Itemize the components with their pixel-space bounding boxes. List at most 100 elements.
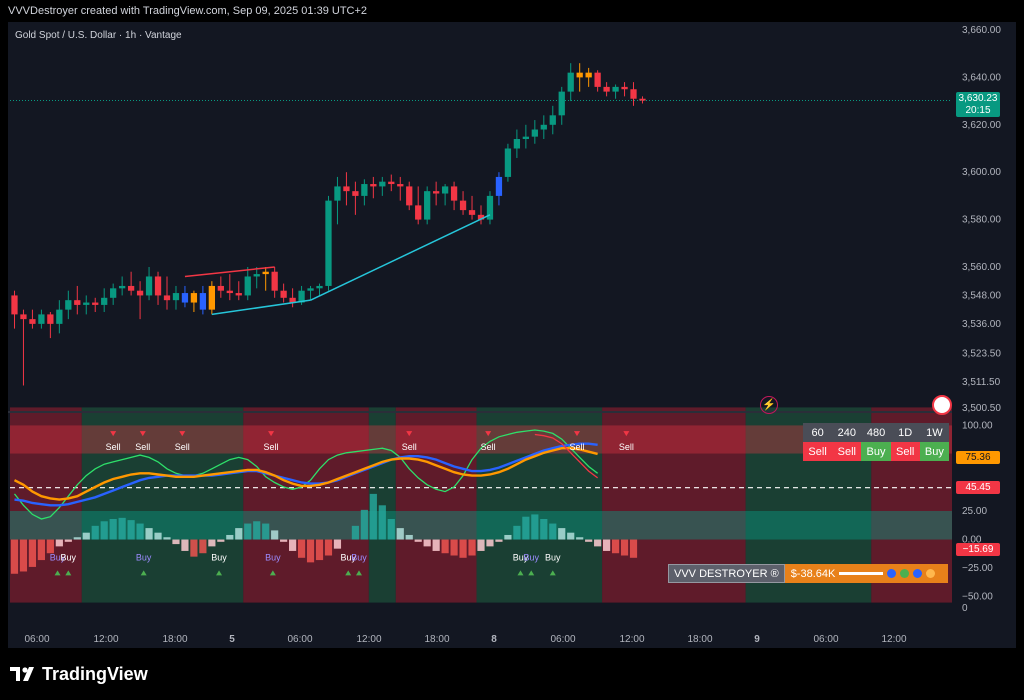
candle-body [253,274,260,277]
us-flag-icon[interactable] [932,395,952,415]
candle-body [531,129,538,137]
time-axis-label: 8 [491,634,497,645]
buy-signal-label: Buy [50,553,66,563]
candle-body [280,290,287,298]
candle-body [397,184,404,187]
histogram-bar [280,539,288,542]
sell-signal-label: Sell [619,442,634,452]
histogram-bar [333,539,342,549]
sell-signal-label: Sell [481,442,496,452]
candle-body [621,86,628,90]
histogram-bar [629,539,638,558]
buy-signal-label: Buy [340,553,356,563]
candle-body [65,300,72,310]
time-axis-label: 06:00 [550,634,575,645]
sell-signal-label: Sell [264,442,279,452]
candle-body [459,200,467,211]
candle-body [558,91,565,116]
price-axis-label: 3,511.50 [962,377,1001,388]
alert-icon[interactable]: ⚡ [760,396,778,414]
mtf-header-cell: 60 [803,423,833,442]
candle-body [163,295,171,301]
time-axis-label: 06:00 [813,634,838,645]
histogram-bar [387,518,395,540]
candle-body [83,302,90,305]
mtf-header-cell: 1W [919,423,950,442]
histogram-bar [208,539,216,547]
buy-signal-label: Buy [545,553,561,563]
histogram-bar [271,530,279,540]
buy-arrow-icon [54,570,61,576]
divergence-line [184,266,275,278]
candle-body [450,186,458,201]
buy-arrow-icon [517,570,524,576]
sell-arrow-icon [179,431,186,437]
time-axis-label: 18:00 [687,634,712,645]
histogram-bar [369,493,377,540]
candle-body [235,293,242,296]
histogram-bar [585,539,593,542]
candle-body [316,285,323,289]
histogram-bar [73,537,81,540]
buy-signal-label: Buy [265,553,281,563]
destroyer-value-box: $-38.64K [784,564,948,583]
osc-signal-line [534,433,599,479]
mtf-header-cell: 240 [832,423,862,442]
osc-zone [395,407,477,603]
candle-body [20,314,27,320]
histogram-bar [118,517,126,540]
candle-body [119,285,126,289]
histogram-bar [414,539,422,542]
mtf-header-cell: 1D [890,423,920,442]
histogram-bar [297,539,306,558]
histogram-bar [513,525,521,540]
histogram-bar [145,528,153,540]
histogram-bar [611,539,620,554]
histogram-bar [100,521,108,540]
blue-dot-icon [913,569,923,578]
candle-body [298,290,305,303]
histogram-bar [235,528,243,540]
candle-body [415,205,422,220]
candle-body [208,285,215,310]
histogram-bar [181,539,189,551]
orange-dot-icon [926,569,936,578]
price-axis-label: 3,600.00 [962,167,1001,178]
histogram-bar [306,539,315,563]
time-axis-label: 12:00 [881,634,906,645]
candle-body [262,271,269,275]
candle-body [47,314,54,324]
candle-body [199,293,207,310]
snapshot-caption: VVVDestroyer created with TradingView.co… [8,5,368,17]
osc-axis-label: 0 [962,603,968,614]
sell-signal-label: Sell [402,442,417,452]
osc-axis-label: 25.00 [962,506,987,517]
osc-series-line [13,447,598,501]
histogram-bar [594,539,602,547]
histogram-bar [351,525,359,540]
histogram-bar [217,539,225,542]
buy-arrow-icon [528,570,535,576]
buy-arrow-icon [549,570,556,576]
destroyer-panel: VVV DESTROYER ® $-38.64K [668,564,948,583]
histogram-bar [459,539,467,558]
symbol-title[interactable]: Gold Spot / U.S. Dollar · 1h · Vantage [15,30,182,41]
candle-body [585,72,592,78]
histogram-bar [495,539,503,542]
destroyer-name: VVV DESTROYER ® [668,564,785,583]
histogram-bar [324,539,333,556]
histogram-bar [37,539,45,561]
candle-body [217,285,224,291]
histogram-bar [558,528,566,540]
candle-body [477,214,485,220]
histogram-bar [163,537,171,540]
brand-name: TradingView [42,664,148,684]
osc-tag-upper: 75.36 [956,451,1000,464]
histogram-bar [576,537,584,540]
candle-body [181,293,189,303]
candle-body [325,200,332,286]
sell-signal-label: Sell [175,442,190,452]
histogram-bar [154,532,162,540]
